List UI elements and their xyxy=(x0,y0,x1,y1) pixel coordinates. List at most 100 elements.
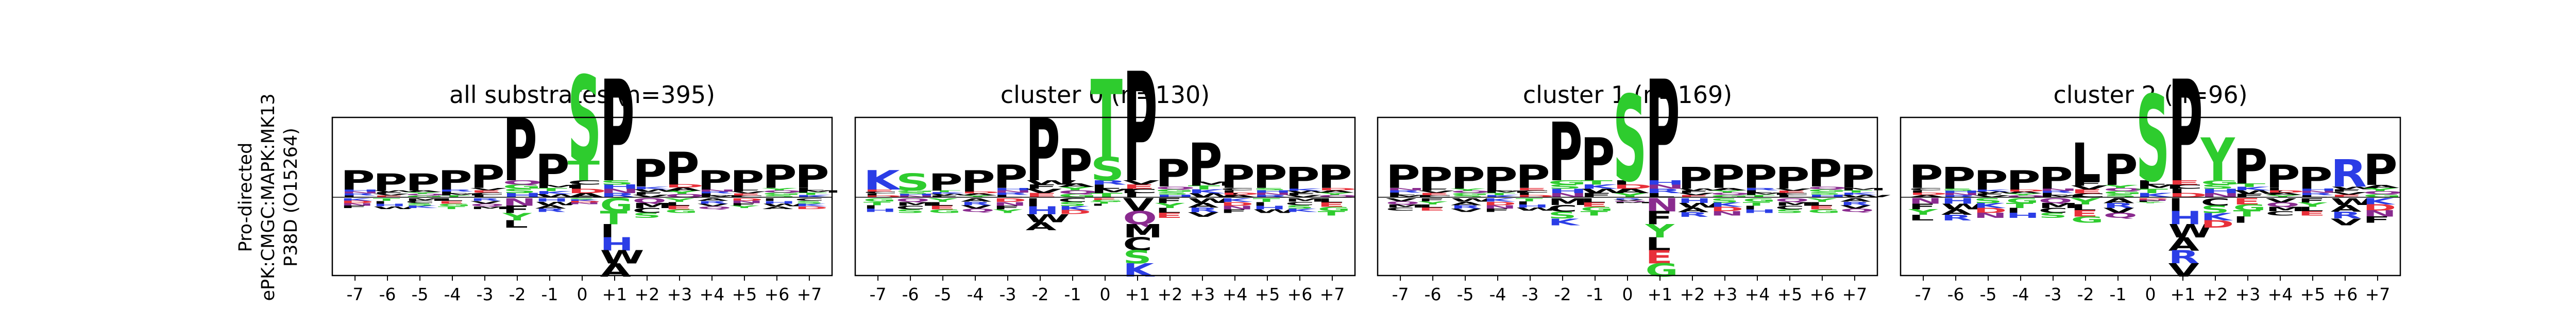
logo-letter-depleted: M xyxy=(470,205,510,210)
logo-letter-depleted: W xyxy=(1026,212,1070,225)
logo-letter-background: V xyxy=(730,191,767,194)
logo-letter-depleted: G xyxy=(1091,200,1124,203)
logo-letter-depleted: A xyxy=(1840,197,1871,203)
x-tick-label: +2 xyxy=(2203,284,2228,304)
logo-letter-background: E xyxy=(1516,187,1548,191)
logo-letter-depleted: F xyxy=(1483,208,1511,213)
logo-letter-background: R xyxy=(698,191,734,194)
logo-letter-depleted: G xyxy=(1808,209,1841,214)
logo-letter-background: S xyxy=(1451,195,1485,198)
logo-letter-depleted: H xyxy=(373,203,406,207)
logo-letter-depleted: D xyxy=(2136,198,2170,200)
logo-letter-depleted: A xyxy=(762,205,794,210)
logo-letter-top: P xyxy=(1451,161,1485,196)
logo-letter-background: Q xyxy=(1710,192,1751,196)
x-tick-label: +4 xyxy=(700,284,725,304)
logo-letter-background: M xyxy=(2039,195,2086,198)
logo-letter-depleted: R xyxy=(1941,213,1972,222)
logo-letter-depleted: C xyxy=(1285,201,1315,207)
logo-letter-background: R xyxy=(1386,190,1422,193)
logo-letter-depleted: A xyxy=(961,197,992,203)
logo-letter-top: P xyxy=(1743,159,1777,196)
logo-letter-background: I xyxy=(2168,187,2186,194)
logo-letter-secondary: T xyxy=(568,156,600,187)
logo-letter-depleted: R xyxy=(1840,201,1871,207)
logo-letter-top: P xyxy=(928,169,963,196)
logo-letter-background: L xyxy=(1743,190,1773,193)
logo-letter-depleted: H xyxy=(1678,197,1711,205)
logo-letter-background: Q xyxy=(1156,186,1196,190)
logo-letter-depleted: M xyxy=(1285,197,1325,203)
x-tick-label: -5 xyxy=(935,284,952,304)
x-tick-label: +6 xyxy=(2333,284,2358,304)
logo-letter-background: Q xyxy=(1451,190,1491,194)
logo-letter-background: M xyxy=(1483,190,1530,194)
logo-letter-top: R xyxy=(2331,151,2367,196)
x-tick-label: -3 xyxy=(999,284,1016,304)
logo-letter-depleted: M xyxy=(2039,202,2078,210)
logo-letter-background: I xyxy=(470,194,488,198)
x-tick-label: +3 xyxy=(1713,284,1738,304)
logo-letter-depleted: W xyxy=(2331,197,2375,208)
logo-letter-depleted: I xyxy=(600,221,615,242)
logo-letter-background: H xyxy=(1156,194,1195,198)
x-tick-label: -2 xyxy=(2077,284,2094,304)
x-tick-label: -6 xyxy=(902,284,919,304)
logo-letter-depleted: E xyxy=(1581,201,1608,209)
logo-letter-depleted: S xyxy=(795,200,824,204)
logo-letter-background: N xyxy=(896,195,936,198)
logo-letter-background: S xyxy=(1156,191,1190,195)
logo-letter-depleted: F xyxy=(1646,208,1673,229)
logo-letter-depleted: T xyxy=(1581,210,1608,217)
logo-letter-depleted: L xyxy=(665,201,691,207)
logo-letter-depleted: S xyxy=(633,212,662,219)
logo-letter-background: S xyxy=(762,194,796,198)
x-tick-label: -7 xyxy=(1392,284,1409,304)
x-tick-label: +3 xyxy=(1190,284,1215,304)
logo-letter-depleted: V xyxy=(1123,195,1155,216)
logo-letter-depleted: F xyxy=(730,202,757,207)
logo-letter-depleted: I xyxy=(1743,204,1758,210)
logo-letter-background: V xyxy=(1418,190,1455,194)
logo-letter-background: S xyxy=(1808,191,1842,195)
logo-letter-background: D xyxy=(1516,194,1555,198)
logo-letter-background: L xyxy=(438,191,468,194)
logo-letter-background: F xyxy=(633,191,665,195)
logo-letter-depleted: I xyxy=(1091,203,1106,207)
logo-letter-depleted: Y xyxy=(927,197,958,203)
logo-letter-depleted: K xyxy=(1285,208,1318,213)
logo-letter-top: P xyxy=(961,165,995,196)
logo-letter-background: G xyxy=(2104,190,2142,195)
logo-letter-background: H xyxy=(1548,187,1588,194)
logo-letter-depleted: T xyxy=(1253,197,1280,203)
logo-letter-depleted: K xyxy=(405,205,438,209)
row-label-line-1: Pro-directed xyxy=(235,143,256,252)
logo-letter-background: V xyxy=(373,194,410,196)
x-tick-label: 0 xyxy=(2145,284,2156,304)
logo-letter-depleted: G xyxy=(1581,205,1614,213)
logo-letter-background: A xyxy=(2006,191,2043,194)
logo-letter-depleted: V xyxy=(1840,204,1871,210)
logo-letter-top: P xyxy=(698,165,732,196)
logo-letter-depleted: Y xyxy=(1417,200,1448,205)
logo-letter-background: Q xyxy=(1808,186,1848,190)
logo-letter-depleted: R xyxy=(535,208,566,213)
logo-letter-background: C xyxy=(1123,187,1158,194)
logo-letter-background: G xyxy=(762,192,801,196)
logo-letter-depleted: D xyxy=(993,197,1026,203)
logo-letter-depleted: W xyxy=(1253,209,1297,214)
logo-letter-depleted: V xyxy=(1451,208,1482,213)
logo-letter-background: H xyxy=(1808,194,1848,198)
logo-letter-background: W xyxy=(2233,190,2285,195)
logo-letter-background: H xyxy=(1253,190,1293,193)
logo-letter-depleted: L xyxy=(438,198,464,202)
x-tick-label: +4 xyxy=(1223,284,1248,304)
logo-letter-background: F xyxy=(2071,181,2103,187)
logo-letter-background: W xyxy=(928,194,980,196)
logo-letter-background: R xyxy=(1743,187,1779,191)
logo-letter-depleted: M xyxy=(1613,201,1653,203)
logo-letter-top: P xyxy=(1775,161,1810,196)
logo-letter-depleted: G xyxy=(665,209,698,214)
logo-letter-background: L xyxy=(1386,192,1416,196)
x-tick-label: +6 xyxy=(765,284,790,304)
